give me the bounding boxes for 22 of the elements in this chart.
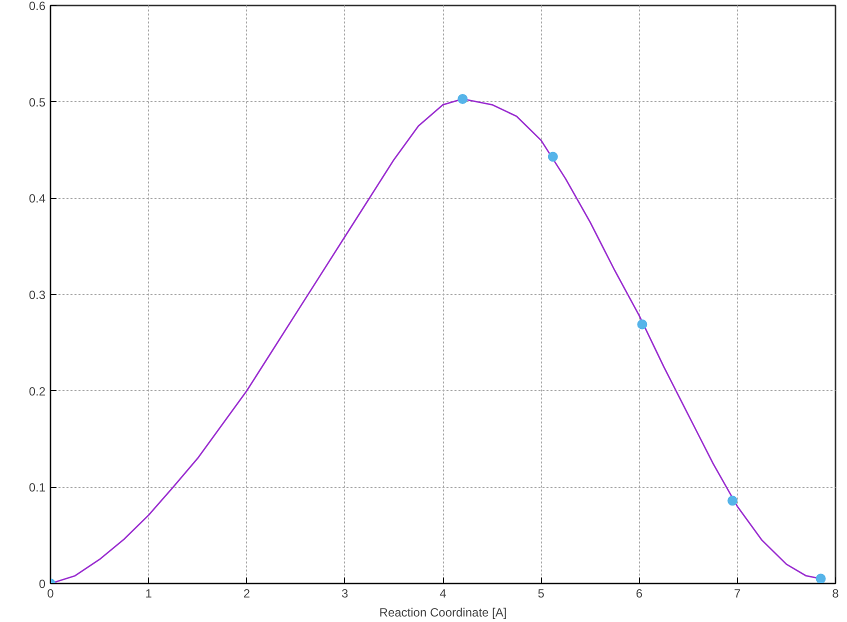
point xyxy=(637,319,648,330)
x-tick-label: 6 xyxy=(636,586,643,600)
y-tick-label: 0.1 xyxy=(28,480,46,495)
x-tick-label: 7 xyxy=(734,586,742,600)
y-tick-label: 0.6 xyxy=(28,0,46,13)
y-tick-label: 0.4 xyxy=(28,192,46,206)
x-tick-label: 1 xyxy=(145,586,152,600)
point xyxy=(458,94,468,104)
x-axis-title: Reaction Coordinate [A] xyxy=(379,606,507,620)
x-tick-label: 8 xyxy=(832,586,840,600)
point xyxy=(548,152,558,162)
x-tick-label: 0 xyxy=(47,586,54,600)
x-tick-label: 2 xyxy=(243,586,250,600)
y-tick-label: 0.3 xyxy=(28,288,46,302)
y-tick-label: 0.5 xyxy=(28,95,46,110)
point xyxy=(727,496,738,506)
x-tick-label: 5 xyxy=(538,586,545,600)
x-tick-label: 3 xyxy=(342,586,349,600)
y-tick-label: 0 xyxy=(38,577,46,591)
x-tick-label: 4 xyxy=(440,586,447,600)
y-tick-label: 0.2 xyxy=(28,384,46,398)
point xyxy=(816,574,826,584)
